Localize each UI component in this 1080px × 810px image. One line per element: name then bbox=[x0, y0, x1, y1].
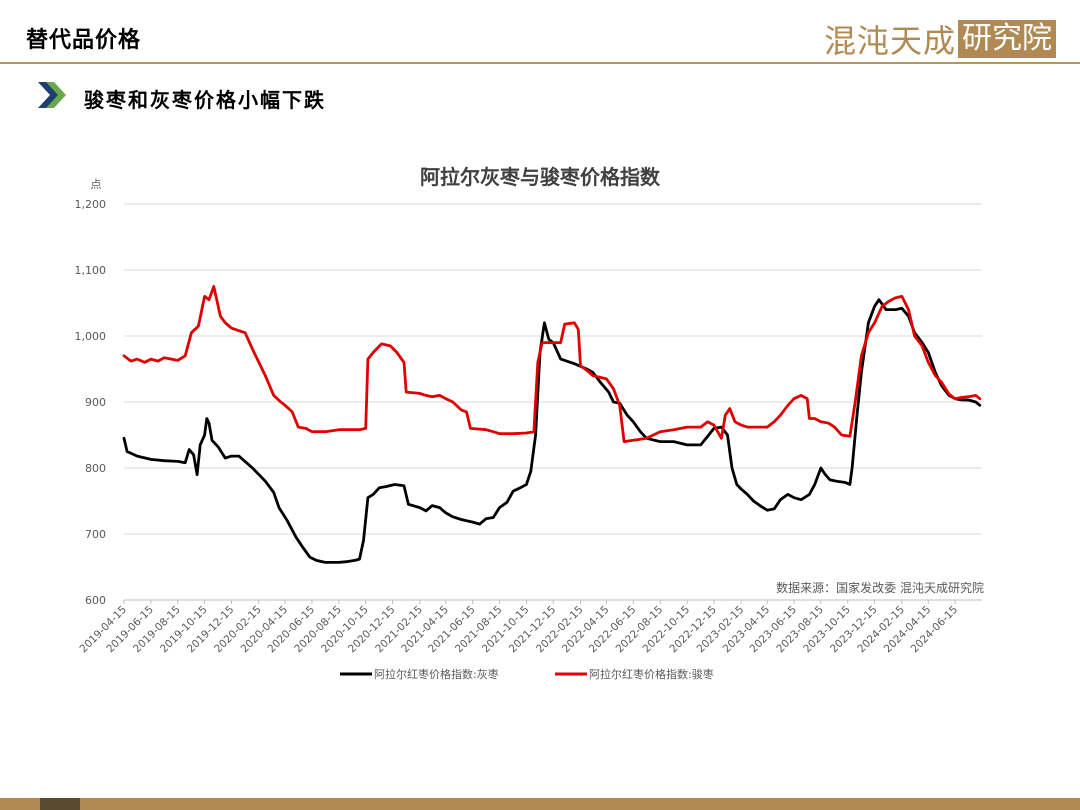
legend-label: 阿拉尔红枣价格指数:骏枣 bbox=[589, 667, 714, 681]
y-tick-label: 1,200 bbox=[75, 198, 107, 211]
price-index-chart: 阿拉尔灰枣与骏枣价格指数 点 600 700 800 900 1,000 1,100 1,2… bbox=[75, 165, 985, 681]
y-tick-label: 900 bbox=[85, 396, 106, 409]
footer-bar bbox=[0, 798, 1080, 810]
footer-mark bbox=[40, 798, 80, 810]
y-tick-label: 600 bbox=[85, 594, 106, 607]
y-tick-label: 1,100 bbox=[75, 264, 107, 277]
legend: 阿拉尔红枣价格指数:灰枣 阿拉尔红枣价格指数:骏枣 bbox=[340, 667, 714, 681]
header-divider bbox=[0, 62, 1080, 64]
double-chevron-right-icon bbox=[38, 82, 70, 112]
chart-title: 阿拉尔灰枣与骏枣价格指数 bbox=[420, 165, 661, 189]
y-tick-label: 800 bbox=[85, 462, 106, 475]
y-axis-ticks: 600 700 800 900 1,000 1,100 1,200 bbox=[75, 198, 107, 607]
logo-box-text: 研究院 bbox=[958, 20, 1056, 58]
page-title: 替代品价格 bbox=[26, 28, 142, 53]
series-lines bbox=[122, 285, 982, 564]
grid-lines bbox=[124, 203, 982, 601]
series-line-grey-jujube bbox=[122, 298, 982, 564]
y-tick-label: 700 bbox=[85, 528, 106, 541]
source-note: 数据来源：国家发改委 混沌天成研究院 bbox=[776, 580, 984, 595]
section-title: 骏枣和灰枣价格小幅下跌 bbox=[84, 88, 326, 112]
company-logo: 混沌天成 研究院 bbox=[824, 16, 1056, 62]
y-tick-label: 1,000 bbox=[75, 330, 107, 343]
series-line-junzao bbox=[122, 285, 982, 444]
legend-label: 阿拉尔红枣价格指数:灰枣 bbox=[374, 667, 499, 681]
logo-text: 混沌天成 bbox=[823, 22, 956, 60]
y-axis-unit: 点 bbox=[91, 178, 102, 191]
x-axis-ticks: 2019-04-152019-06-152019-08-152019-10-15… bbox=[77, 600, 960, 655]
